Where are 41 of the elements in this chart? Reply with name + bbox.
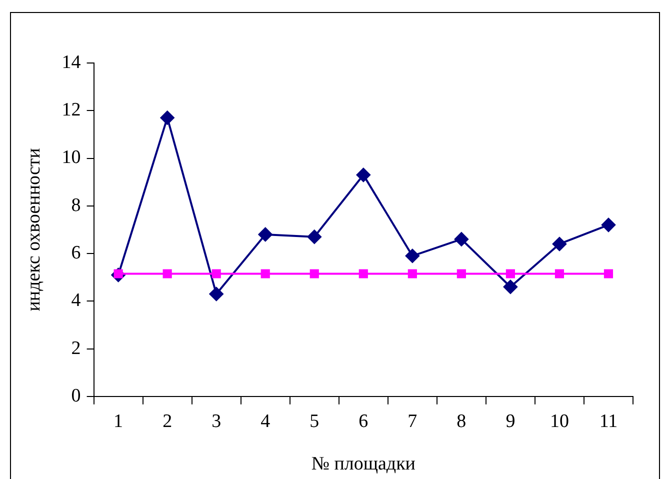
x-tick-label: 11 (599, 410, 618, 432)
y-tick-label: 8 (71, 194, 81, 216)
point (456, 269, 466, 278)
point (408, 269, 417, 278)
x-tick-label: 6 (358, 410, 368, 432)
y-tick-label: 2 (71, 338, 81, 359)
point (604, 269, 614, 278)
point (209, 287, 224, 301)
x-tick-label: 10 (550, 410, 569, 432)
y-tick-label: 14 (62, 52, 82, 73)
x-tick-label: 7 (408, 410, 418, 432)
point (358, 269, 368, 278)
point (162, 269, 172, 278)
point (506, 269, 515, 278)
point (601, 218, 616, 232)
point (503, 280, 518, 294)
point (554, 269, 564, 278)
x-tick-label: 5 (310, 410, 320, 432)
y-tick-label: 0 (71, 385, 81, 406)
point (212, 269, 221, 278)
x-tick-label: 8 (456, 410, 466, 432)
point (258, 227, 272, 242)
point (310, 269, 319, 278)
y-tick-label: 12 (62, 100, 81, 121)
point (356, 168, 370, 182)
y-tick-label: 10 (62, 147, 81, 168)
x-tick-label: 4 (260, 410, 271, 432)
x-tick-label: 1 (114, 410, 124, 432)
point (405, 248, 420, 263)
y-tick-label: 6 (71, 242, 81, 264)
y-axis-title: индекс охвоенности (23, 148, 44, 312)
x-axis-title: № площадки (311, 454, 416, 475)
point (260, 269, 270, 278)
x-tick-label: 3 (212, 410, 222, 432)
point (307, 230, 322, 244)
point (454, 232, 468, 246)
point (552, 236, 566, 251)
x-tick-label: 2 (162, 410, 172, 432)
x-tick-label: 9 (506, 410, 516, 432)
point (160, 110, 174, 125)
y-tick-label: 4 (71, 290, 82, 312)
